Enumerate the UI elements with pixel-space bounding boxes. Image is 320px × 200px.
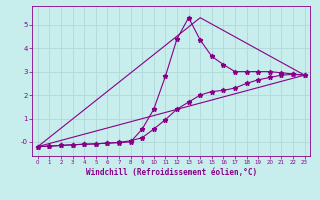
X-axis label: Windchill (Refroidissement éolien,°C): Windchill (Refroidissement éolien,°C) bbox=[86, 168, 257, 177]
